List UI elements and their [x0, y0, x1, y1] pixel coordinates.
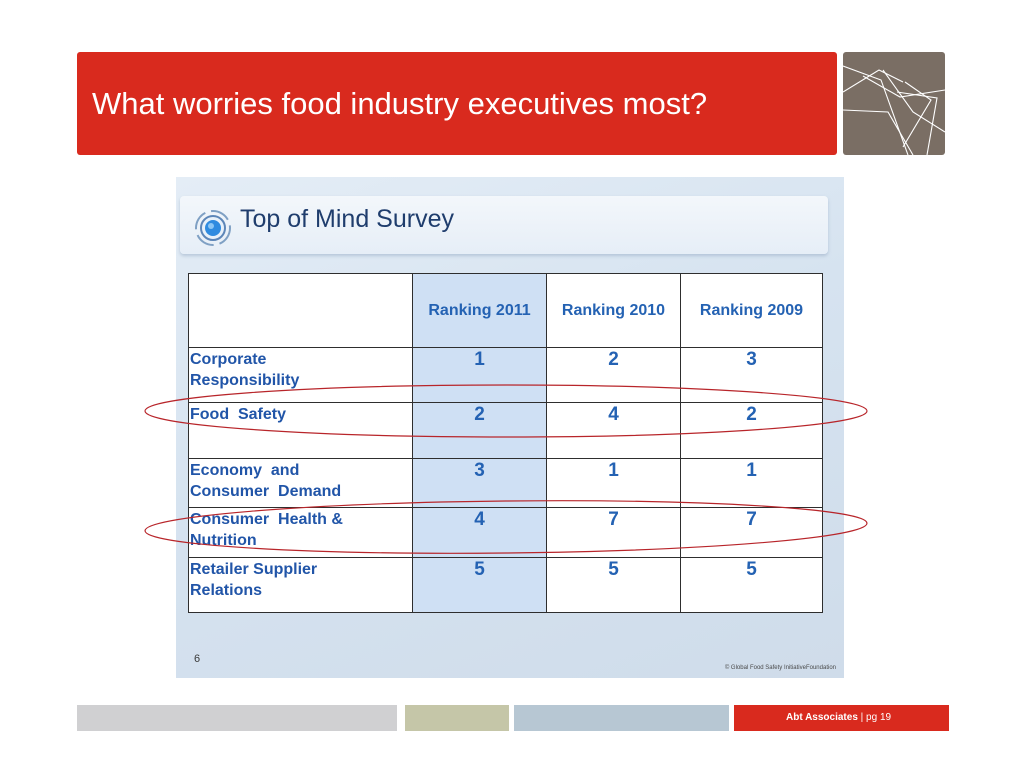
- footer-bar-gray: [77, 705, 397, 731]
- table-row: Retailer Supplier Relations 5 5 5: [188, 557, 823, 613]
- rank-2011-cell: 2: [412, 402, 547, 459]
- footer-text: Abt Associates | pg 19: [786, 705, 891, 731]
- table-row: Corporate Responsibility 1 2 3: [188, 347, 823, 403]
- target-icon: [195, 210, 231, 246]
- row-label-line: Food Safety: [190, 406, 287, 423]
- rank-2010-cell: 4: [546, 402, 681, 459]
- row-label-line: Nutrition: [190, 532, 257, 549]
- slide-copyright: © Global Food Safety InitiativeFoundatio…: [724, 665, 836, 671]
- rank-2010-cell: 5: [546, 557, 681, 613]
- rank-2009-cell: 2: [680, 402, 823, 459]
- page-title: What worries food industry executives mo…: [92, 86, 708, 121]
- rank-2011-cell: 1: [412, 347, 547, 403]
- rank-2011-cell: 5: [412, 557, 547, 613]
- row-label-line: Responsibility: [190, 372, 300, 389]
- row-label: Food Safety: [188, 402, 413, 459]
- footer-company: Abt Associates: [786, 712, 858, 723]
- rank-2009-cell: 1: [680, 458, 823, 508]
- slide-page-number: 6: [194, 653, 201, 665]
- slide-header: Top of Mind Survey: [180, 196, 828, 254]
- rank-2010-cell: 1: [546, 458, 681, 508]
- footer-bar-olive: [405, 705, 509, 731]
- rank-2009-cell: 7: [680, 507, 823, 558]
- table-row: Food Safety 2 4 2: [188, 402, 823, 459]
- row-label-line: Consumer Demand: [190, 483, 342, 500]
- footer-page-number: pg 19: [866, 712, 892, 723]
- rank-2011-cell: 3: [412, 458, 547, 508]
- rank-2009-cell: 3: [680, 347, 823, 403]
- rank-2009-cell: 5: [680, 557, 823, 613]
- survey-table: Ranking 2011 Ranking 2010 Ranking 2009 C…: [188, 273, 823, 613]
- row-label: Economy and Consumer Demand: [188, 458, 413, 508]
- header-ranking-2010: Ranking 2010: [546, 273, 681, 348]
- row-label-line: Retailer Supplier: [190, 561, 318, 578]
- row-label-line: Economy and: [190, 462, 300, 479]
- table-header-row: Ranking 2011 Ranking 2010 Ranking 2009: [188, 273, 823, 348]
- row-label: Consumer Health & Nutrition: [188, 507, 413, 558]
- header-ranking-2011: Ranking 2011: [412, 273, 547, 348]
- survey-slide: Top of Mind Survey Ranking 2011 Ranking …: [176, 177, 844, 678]
- row-label-line: Consumer Health &: [190, 511, 343, 528]
- row-label-line: Corporate: [190, 351, 267, 368]
- row-label: Retailer Supplier Relations: [188, 557, 413, 613]
- row-label-line: Relations: [190, 582, 263, 599]
- row-label: Corporate Responsibility: [188, 347, 413, 403]
- rank-2010-cell: 7: [546, 507, 681, 558]
- footer-separator: |: [860, 712, 864, 723]
- title-bar: What worries food industry executives mo…: [77, 52, 837, 155]
- header-ranking-2009: Ranking 2009: [680, 273, 823, 348]
- rank-2011-cell: 4: [412, 507, 547, 558]
- table-row: Economy and Consumer Demand 3 1 1: [188, 458, 823, 508]
- header-cell-empty: [188, 273, 413, 348]
- footer-bar-blue: [514, 705, 729, 731]
- footer-bar-red: Abt Associates | pg 19: [734, 705, 949, 731]
- slide-title: Top of Mind Survey: [240, 205, 454, 233]
- logo-lines-icon: [843, 52, 945, 155]
- table-row: Consumer Health & Nutrition 4 7 7: [188, 507, 823, 558]
- rank-2010-cell: 2: [546, 347, 681, 403]
